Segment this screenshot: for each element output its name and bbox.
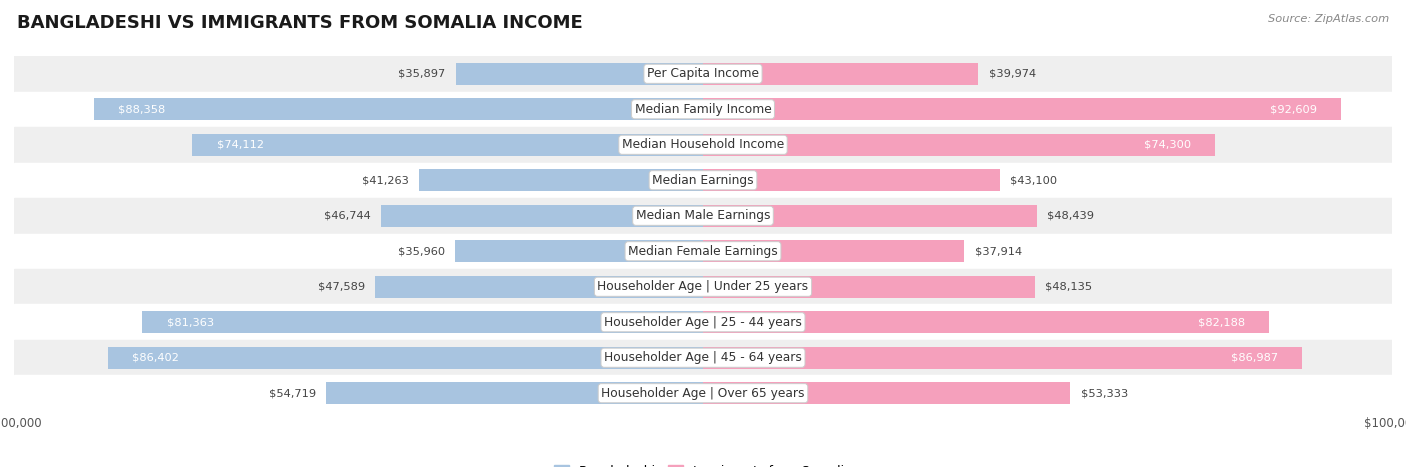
Text: $82,188: $82,188	[1198, 317, 1246, 327]
Bar	[326, 382, 703, 404]
Text: $53,333: $53,333	[1081, 388, 1128, 398]
Bar	[14, 269, 1392, 304]
Bar	[703, 63, 979, 85]
Legend: Bangladeshi, Immigrants from Somalia: Bangladeshi, Immigrants from Somalia	[548, 460, 858, 467]
Bar	[703, 134, 1215, 156]
Text: $47,589: $47,589	[318, 282, 364, 292]
Bar	[14, 340, 1392, 375]
Bar	[14, 304, 1392, 340]
Text: $41,263: $41,263	[361, 175, 408, 185]
Bar	[703, 98, 1341, 120]
Text: Median Family Income: Median Family Income	[634, 103, 772, 116]
Text: Source: ZipAtlas.com: Source: ZipAtlas.com	[1268, 14, 1389, 24]
Bar	[703, 205, 1036, 227]
Text: Median Earnings: Median Earnings	[652, 174, 754, 187]
Text: Householder Age | Under 25 years: Householder Age | Under 25 years	[598, 280, 808, 293]
Bar	[703, 347, 1302, 369]
Text: $37,914: $37,914	[974, 246, 1022, 256]
Bar	[14, 127, 1392, 163]
Text: $74,112: $74,112	[217, 140, 263, 150]
Bar	[14, 56, 1392, 92]
Text: Median Male Earnings: Median Male Earnings	[636, 209, 770, 222]
Bar	[14, 163, 1392, 198]
Bar	[14, 92, 1392, 127]
Text: Per Capita Income: Per Capita Income	[647, 67, 759, 80]
Text: $74,300: $74,300	[1143, 140, 1191, 150]
Bar	[381, 205, 703, 227]
Text: $39,974: $39,974	[988, 69, 1036, 79]
Text: $92,609: $92,609	[1270, 104, 1317, 114]
Text: $86,987: $86,987	[1232, 353, 1278, 363]
Bar	[142, 311, 703, 333]
Text: Householder Age | 45 - 64 years: Householder Age | 45 - 64 years	[605, 351, 801, 364]
Text: $54,719: $54,719	[269, 388, 316, 398]
Bar	[14, 198, 1392, 234]
Bar	[703, 276, 1035, 298]
Bar	[193, 134, 703, 156]
Text: BANGLADESHI VS IMMIGRANTS FROM SOMALIA INCOME: BANGLADESHI VS IMMIGRANTS FROM SOMALIA I…	[17, 14, 582, 32]
Bar	[703, 311, 1270, 333]
Bar	[703, 169, 1000, 191]
Bar	[14, 234, 1392, 269]
Text: $35,897: $35,897	[398, 69, 446, 79]
Text: Householder Age | Over 65 years: Householder Age | Over 65 years	[602, 387, 804, 400]
Text: $48,135: $48,135	[1045, 282, 1092, 292]
Bar	[456, 63, 703, 85]
Text: $81,363: $81,363	[166, 317, 214, 327]
Text: $86,402: $86,402	[132, 353, 179, 363]
Bar	[703, 240, 965, 262]
Bar	[94, 98, 703, 120]
Bar	[375, 276, 703, 298]
Text: Householder Age | 25 - 44 years: Householder Age | 25 - 44 years	[605, 316, 801, 329]
Bar	[703, 382, 1070, 404]
Bar	[456, 240, 703, 262]
Text: Median Household Income: Median Household Income	[621, 138, 785, 151]
Text: $88,358: $88,358	[118, 104, 166, 114]
Text: $35,960: $35,960	[398, 246, 444, 256]
Text: $48,439: $48,439	[1047, 211, 1094, 221]
Bar	[14, 375, 1392, 411]
Text: $43,100: $43,100	[1011, 175, 1057, 185]
Text: $46,744: $46,744	[323, 211, 371, 221]
Bar	[419, 169, 703, 191]
Text: Median Female Earnings: Median Female Earnings	[628, 245, 778, 258]
Bar	[108, 347, 703, 369]
